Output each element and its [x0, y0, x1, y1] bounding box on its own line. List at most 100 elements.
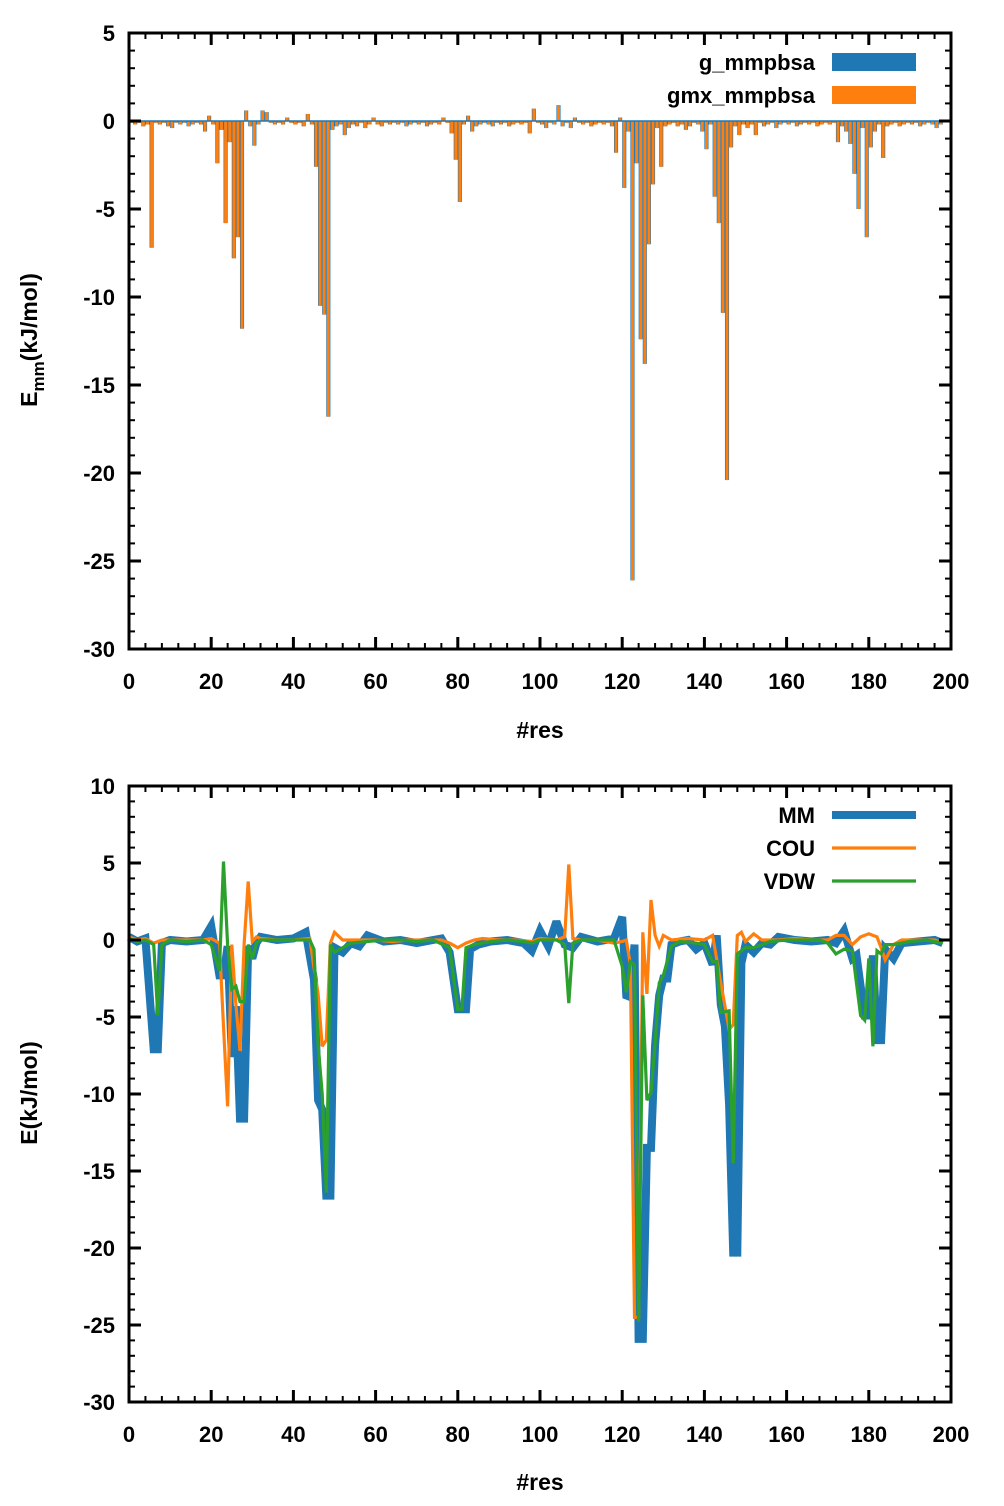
bar-gmx-mmpbsa	[294, 121, 297, 125]
bar-gmx-mmpbsa	[668, 121, 671, 125]
bar-gmx-mmpbsa	[433, 121, 437, 123]
bar-gmx-mmpbsa	[902, 121, 906, 125]
legend: MM COU VDW	[764, 803, 916, 894]
bar-gmx-mmpbsa	[721, 121, 725, 313]
bar-gmx-mmpbsa	[310, 121, 314, 125]
x-tick-label: 160	[768, 669, 805, 694]
bar-gmx-mmpbsa	[573, 117, 577, 121]
bar-gmx-mmpbsa	[918, 121, 922, 127]
bar-gmx-mmpbsa	[643, 121, 647, 364]
bar-gmx-mmpbsa	[639, 121, 643, 340]
bar-gmx-mmpbsa	[524, 121, 528, 123]
bar-gmx-mmpbsa	[754, 121, 758, 136]
bar-gmx-mmpbsa	[914, 121, 918, 123]
y-tick-label: -15	[83, 373, 115, 398]
bar-gmx-mmpbsa	[499, 121, 503, 125]
bar-gmx-mmpbsa	[322, 121, 326, 315]
x-tick-label: 20	[199, 1422, 223, 1447]
bar-gmx-mmpbsa	[655, 121, 659, 129]
bar-gmx-mmpbsa	[622, 121, 626, 188]
bar-gmx-mmpbsa	[787, 121, 791, 125]
x-tick-label: 180	[850, 669, 887, 694]
x-tick-label: 140	[686, 1422, 723, 1447]
x-tick-label: 100	[522, 1422, 559, 1447]
bar-gmx-mmpbsa	[894, 121, 897, 123]
x-tick-label: 40	[281, 669, 305, 694]
y-tick-label: 0	[103, 109, 115, 134]
legend-label-cou: COU	[766, 836, 815, 861]
y-tick-label: 0	[103, 928, 115, 953]
legend-label-vdw: VDW	[764, 869, 816, 894]
bar-gmx-mmpbsa	[211, 121, 215, 125]
bar-gmx-mmpbsa	[626, 121, 630, 132]
bar-gmx-mmpbsa	[261, 110, 265, 121]
bar-gmx-mmpbsa	[388, 121, 392, 125]
bar-gmx-mmpbsa	[207, 115, 211, 121]
bar-gmx-mmpbsa	[215, 121, 219, 164]
y-axis-title: E(kJ/mol)	[16, 1041, 42, 1145]
bar-gmx-mmpbsa	[647, 121, 651, 245]
y-tick-label: -5	[95, 1005, 115, 1030]
bar-gmx-mmpbsa	[881, 121, 885, 158]
bar-gmx-mmpbsa	[285, 117, 289, 121]
bar-gmx-mmpbsa	[676, 121, 680, 127]
y-tick-label: -10	[83, 1082, 115, 1107]
bar-gmx-mmpbsa	[425, 121, 429, 127]
x-tick-label: 20	[199, 669, 223, 694]
series-line-mm	[127, 914, 945, 1343]
bar-gmx-mmpbsa	[474, 121, 478, 127]
bar-gmx-mmpbsa	[680, 121, 684, 125]
bar-gmx-mmpbsa	[404, 121, 408, 127]
bar-gmx-mmpbsa	[458, 121, 462, 202]
bar-gmx-mmpbsa	[725, 121, 729, 481]
y-tick-label: -20	[83, 461, 115, 486]
bar-gmx-mmpbsa	[450, 121, 454, 134]
bar-gmx-mmpbsa	[191, 121, 195, 125]
bar-gmx-mmpbsa	[166, 121, 170, 127]
bar-gmx-mmpbsa	[618, 117, 622, 121]
bar-gmx-mmpbsa	[236, 121, 240, 238]
bar-gmx-mmpbsa	[252, 121, 256, 146]
bar-gmx-mmpbsa	[561, 121, 565, 127]
bar-gmx-mmpbsa	[487, 121, 491, 125]
bar-gmx-mmpbsa	[770, 121, 774, 123]
bar-gmx-mmpbsa	[696, 121, 700, 125]
bar-gmx-mmpbsa	[478, 121, 482, 125]
bar-gmx-mmpbsa	[684, 121, 688, 130]
bar-gmx-mmpbsa	[347, 121, 351, 129]
x-axis-title: #res	[516, 717, 563, 743]
tick-labels: 0 20 40 60 80 100 120 140 160 180 200 10 5 0 -5 -10 -15 -…	[83, 774, 969, 1447]
bar-gmx-mmpbsa	[926, 121, 930, 123]
bar-gmx-mmpbsa	[318, 121, 322, 306]
bar-gmx-mmpbsa	[454, 121, 458, 160]
bar-gmx-mmpbsa	[446, 121, 449, 123]
bar-gmx-mmpbsa	[150, 121, 154, 248]
bar-gmx-mmpbsa	[713, 121, 717, 197]
x-tick-label: 180	[850, 1422, 887, 1447]
y-tick-label: -20	[83, 1236, 115, 1261]
bar-gmx-mmpbsa	[335, 121, 339, 127]
legend: g_mmpbsa gmx_mmpbsa	[667, 50, 916, 108]
bar-gmx-mmpbsa	[778, 121, 782, 125]
bar-gmx-mmpbsa	[515, 121, 519, 123]
y-tick-label: -15	[83, 1159, 115, 1184]
x-tick-label: 200	[933, 1422, 970, 1447]
bar-gmx-mmpbsa	[758, 121, 762, 123]
bar-gmx-mmpbsa	[877, 121, 881, 125]
bar-gmx-mmpbsa	[803, 121, 807, 123]
bar-gmx-mmpbsa	[277, 121, 281, 123]
x-tick-label: 140	[686, 669, 723, 694]
series-line-vdw	[128, 861, 944, 1322]
bar-gmx-mmpbsa	[289, 121, 293, 123]
bar-gmx-mmpbsa	[828, 121, 832, 125]
bar-gmx-mmpbsa	[795, 121, 799, 127]
line-series-group	[127, 861, 945, 1343]
bar-gmx-mmpbsa	[491, 121, 495, 127]
bar-gmx-mmpbsa	[898, 121, 902, 127]
x-tick-label: 100	[522, 669, 559, 694]
bar-gmx-mmpbsa	[326, 121, 330, 417]
y-tick-label: -10	[83, 285, 115, 310]
bar-gmx-mmpbsa	[133, 121, 137, 125]
bar-gmx-mmpbsa	[281, 121, 285, 125]
bar-gmx-mmpbsa	[631, 121, 634, 581]
